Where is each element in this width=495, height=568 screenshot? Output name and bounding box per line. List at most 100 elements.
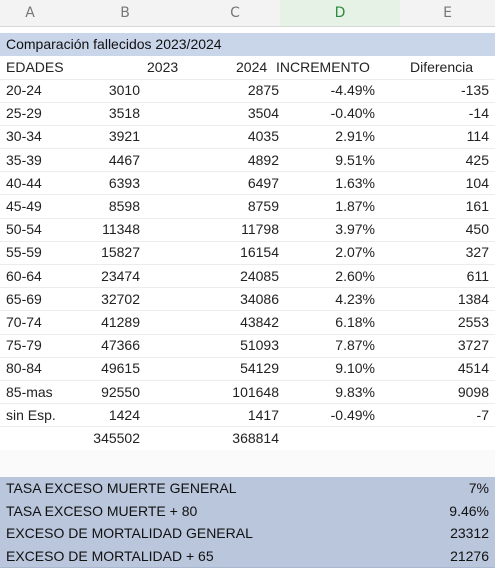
- diferencia-cell[interactable]: 114: [467, 125, 489, 147]
- age-group-cell[interactable]: 20-24: [6, 79, 42, 101]
- header-row[interactable]: EDADES 2023 2024 INCREMENTO Diferencia: [0, 56, 495, 80]
- age-group-cell[interactable]: 25-29: [6, 102, 42, 124]
- header-2023[interactable]: 2023: [147, 56, 178, 78]
- age-group-cell[interactable]: 40-44: [6, 172, 42, 194]
- value-2023-cell[interactable]: 23474: [101, 265, 140, 287]
- header-incremento[interactable]: INCREMENTO: [276, 56, 370, 78]
- age-group-cell[interactable]: 70-74: [6, 311, 42, 333]
- value-2024-cell[interactable]: 3504: [248, 102, 279, 124]
- value-2023-cell[interactable]: 3010: [109, 79, 140, 101]
- value-2024-cell[interactable]: 24085: [240, 265, 279, 287]
- age-group-cell[interactable]: 80-84: [6, 357, 42, 379]
- value-2023-cell[interactable]: 47366: [101, 334, 140, 356]
- header-diferencia[interactable]: Diferencia: [410, 56, 473, 78]
- value-2023-cell[interactable]: 3921: [109, 125, 140, 147]
- table-row[interactable]: 50-54 11348 11798 3.97% 450: [0, 218, 495, 242]
- value-2023-cell[interactable]: 41289: [101, 311, 140, 333]
- value-2023-cell[interactable]: 4467: [109, 149, 140, 171]
- table-row[interactable]: 65-69 32702 34086 4.23% 1384: [0, 288, 495, 312]
- summary-label[interactable]: EXCESO DE MORTALIDAD GENERAL: [6, 522, 253, 544]
- incremento-cell[interactable]: 4.23%: [335, 288, 375, 310]
- incremento-cell[interactable]: -0.40%: [331, 102, 375, 124]
- diferencia-cell[interactable]: 161: [466, 195, 489, 217]
- summary-label[interactable]: TASA EXCESO MUERTE + 80: [6, 500, 197, 522]
- value-2024-cell[interactable]: 6497: [248, 172, 279, 194]
- value-2024-cell[interactable]: 1417: [248, 404, 279, 426]
- value-2024-cell[interactable]: 4892: [248, 149, 279, 171]
- summary-row[interactable]: TASA EXCESO MUERTE GENERAL 7%: [0, 477, 495, 501]
- summary-row[interactable]: TASA EXCESO MUERTE + 80 9.46%: [0, 500, 495, 524]
- table-row[interactable]: 35-39 4467 4892 9.51% 425: [0, 149, 495, 173]
- summary-label[interactable]: EXCESO DE MORTALIDAD + 65: [6, 545, 214, 567]
- diferencia-cell[interactable]: 611: [467, 265, 489, 287]
- summary-value[interactable]: 9.46%: [449, 500, 489, 522]
- age-group-cell[interactable]: 45-49: [6, 195, 42, 217]
- age-group-cell[interactable]: 65-69: [6, 288, 42, 310]
- summary-row[interactable]: EXCESO DE MORTALIDAD GENERAL 23312: [0, 522, 495, 546]
- total-2024[interactable]: 368814: [232, 427, 279, 449]
- incremento-cell[interactable]: 9.51%: [335, 149, 375, 171]
- summary-row[interactable]: EXCESO DE MORTALIDAD + 65 21276: [0, 545, 495, 568]
- incremento-cell[interactable]: 1.63%: [335, 172, 375, 194]
- incremento-cell[interactable]: 6.18%: [335, 311, 375, 333]
- age-group-cell[interactable]: 85-mas: [6, 381, 53, 403]
- value-2023-cell[interactable]: 8598: [109, 195, 140, 217]
- title-row[interactable]: Comparación fallecidos 2023/2024: [0, 33, 495, 56]
- summary-value[interactable]: 23312: [450, 522, 489, 544]
- value-2023-cell[interactable]: 11348: [102, 218, 140, 240]
- value-2023-cell[interactable]: 3518: [109, 102, 140, 124]
- column-header-b[interactable]: B: [60, 0, 190, 26]
- summary-value[interactable]: 7%: [469, 477, 489, 499]
- value-2024-cell[interactable]: 16154: [240, 241, 279, 263]
- incremento-cell[interactable]: -4.49%: [331, 79, 375, 101]
- value-2023-cell[interactable]: 32702: [101, 288, 140, 310]
- diferencia-cell[interactable]: 450: [466, 218, 489, 240]
- diferencia-cell[interactable]: 104: [466, 172, 489, 194]
- value-2023-cell[interactable]: 49615: [101, 357, 140, 379]
- age-group-cell[interactable]: sin Esp.: [6, 404, 56, 426]
- value-2023-cell[interactable]: 1424: [109, 404, 140, 426]
- column-header-c[interactable]: C: [190, 0, 280, 26]
- value-2024-cell[interactable]: 51093: [240, 334, 279, 356]
- header-edades[interactable]: EDADES: [6, 56, 64, 78]
- diferencia-cell[interactable]: -7: [477, 404, 489, 426]
- header-2024[interactable]: 2024: [236, 56, 267, 78]
- incremento-cell[interactable]: 2.07%: [335, 241, 375, 263]
- value-2024-cell[interactable]: 101648: [232, 381, 279, 403]
- value-2024-cell[interactable]: 11798: [241, 218, 279, 240]
- incremento-cell[interactable]: 7.87%: [335, 334, 375, 356]
- age-group-cell[interactable]: 30-34: [6, 125, 42, 147]
- age-group-cell[interactable]: 35-39: [6, 149, 42, 171]
- value-2024-cell[interactable]: 34086: [240, 288, 279, 310]
- summary-value[interactable]: 21276: [450, 545, 489, 567]
- diferencia-cell[interactable]: 9098: [458, 381, 489, 403]
- table-row[interactable]: 40-44 6393 6497 1.63% 104: [0, 172, 495, 196]
- value-2023-cell[interactable]: 92550: [101, 381, 140, 403]
- age-group-cell[interactable]: 60-64: [6, 265, 42, 287]
- incremento-cell[interactable]: 9.10%: [335, 357, 375, 379]
- column-header-e[interactable]: E: [400, 0, 495, 26]
- value-2023-cell[interactable]: 6393: [109, 172, 140, 194]
- diferencia-cell[interactable]: 3727: [458, 334, 489, 356]
- incremento-cell[interactable]: 3.97%: [335, 218, 375, 240]
- value-2024-cell[interactable]: 43842: [240, 311, 279, 333]
- value-2024-cell[interactable]: 4035: [248, 125, 279, 147]
- diferencia-cell[interactable]: 425: [466, 149, 489, 171]
- age-group-cell[interactable]: 50-54: [6, 218, 42, 240]
- diferencia-cell[interactable]: 2553: [458, 311, 489, 333]
- table-row[interactable]: 55-59 15827 16154 2.07% 327: [0, 241, 495, 265]
- sheet-title[interactable]: Comparación fallecidos 2023/2024: [6, 33, 222, 55]
- diferencia-cell[interactable]: 1384: [458, 288, 489, 310]
- column-header-d[interactable]: D: [280, 0, 400, 26]
- diferencia-cell[interactable]: 327: [466, 241, 489, 263]
- incremento-cell[interactable]: 9.83%: [335, 381, 375, 403]
- age-group-cell[interactable]: 55-59: [6, 241, 42, 263]
- summary-label[interactable]: TASA EXCESO MUERTE GENERAL: [6, 477, 237, 499]
- value-2023-cell[interactable]: 15827: [101, 241, 140, 263]
